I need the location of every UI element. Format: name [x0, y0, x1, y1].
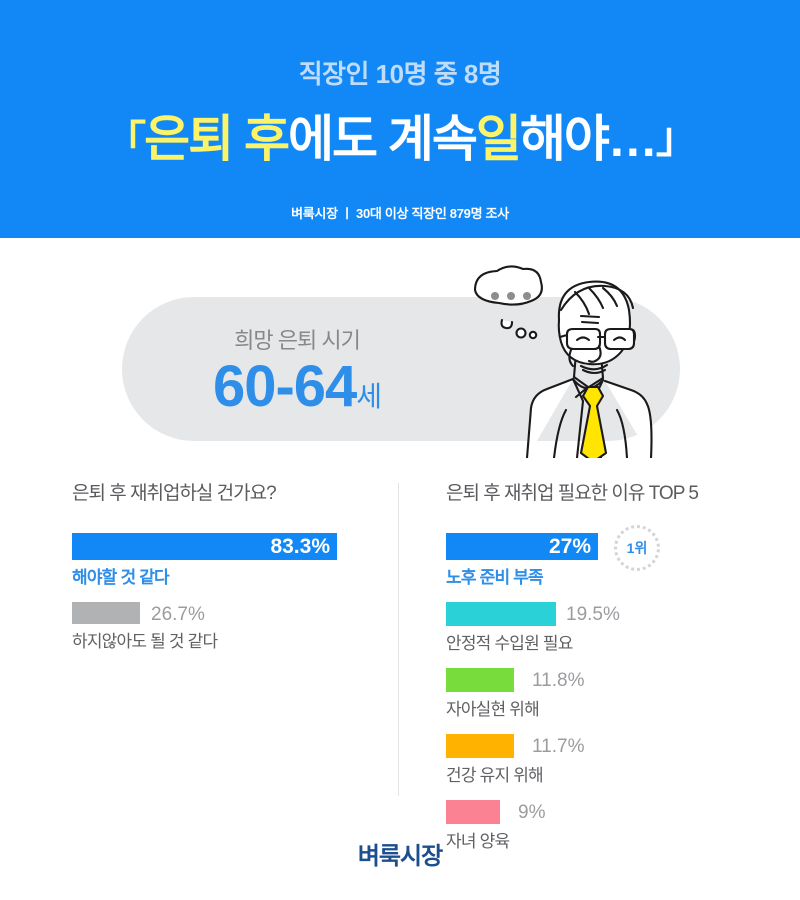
panel-divider	[398, 483, 399, 796]
chart-panel-reasons: 은퇴 후 재취업 필요한 이유 TOP 5 27% 1위 노후 준비 부족 19…	[446, 478, 756, 866]
bar-row: 27% 1위 노후 준비 부족	[446, 525, 756, 588]
bar-label: 하지않아도 될 것 같다	[72, 632, 218, 651]
headline-part-3: 일	[475, 111, 522, 167]
bar-value: 11.8%	[532, 670, 585, 691]
hero-value: 60-64	[212, 354, 357, 419]
bar-list-left: 83.3% 해야할 것 같다 26.7% 하지않아도 될 것 같다	[72, 533, 372, 652]
bar-row: 83.3% 해야할 것 같다	[72, 533, 372, 588]
bar-row: 26.7% 하지않아도 될 것 같다	[72, 602, 372, 652]
bar-fill	[446, 734, 514, 758]
bar-value: 26.7%	[151, 604, 205, 625]
header-headline: 「은퇴 후 에도 계속 일 해야…」	[104, 99, 698, 171]
hero-unit: 세	[356, 381, 382, 412]
bar-row: 11.8% 자아실현 위해	[446, 668, 756, 720]
bar-row: 19.5% 안정적 수입원 필요	[446, 602, 756, 654]
bar-label: 자녀 양육	[446, 832, 510, 851]
bar-row: 11.7% 건강 유지 위해	[446, 734, 756, 786]
bar-fill: 27%	[446, 533, 598, 560]
bar-fill	[446, 602, 556, 626]
hero-value-group: 60-64세	[122, 353, 472, 420]
businessman-illustration	[455, 258, 685, 464]
bar-value: 27%	[548, 534, 591, 558]
rank-badge: 1위	[614, 525, 660, 571]
bar-value: 19.5%	[566, 604, 620, 625]
header-kicker: 직장인 10명 중 8명	[298, 59, 502, 89]
bar-label: 자아실현 위해	[446, 700, 540, 719]
bracket-open-icon: 「	[104, 118, 146, 165]
bracket-close-icon: 」	[655, 114, 698, 161]
chart-title-right: 은퇴 후 재취업 필요한 이유 TOP 5	[446, 483, 699, 504]
headline-part-4: 해야…	[519, 111, 658, 167]
bar-fill	[446, 668, 514, 692]
bar-list-right: 27% 1위 노후 준비 부족 19.5% 안정적 수입원 필요 11.8% 자…	[446, 525, 756, 852]
bar-label: 해야할 것 같다	[72, 568, 170, 587]
bar-fill: 83.3%	[72, 533, 337, 560]
chart-panel-reemployment: 은퇴 후 재취업하실 건가요? 83.3% 해야할 것 같다 26.7% 하지않…	[72, 478, 372, 666]
hero-label: 희망 은퇴 시기	[234, 328, 361, 353]
survey-source: 벼룩시장 ㅣ 30대 이상 직장인 879명 조사	[291, 206, 509, 221]
bar-value: 11.7%	[532, 736, 585, 757]
bar-fill	[446, 800, 500, 824]
chart-title-left: 은퇴 후 재취업하실 건가요?	[72, 483, 277, 504]
header-banner: 직장인 10명 중 8명 「은퇴 후 에도 계속 일 해야…」 벼룩시장 ㅣ 30대…	[0, 0, 800, 238]
headline-part-2: 에도 계속	[288, 111, 478, 167]
bar-label: 건강 유지 위해	[446, 766, 544, 785]
bar-label: 노후 준비 부족	[446, 568, 544, 587]
bar-label: 안정적 수입원 필요	[446, 634, 573, 653]
bar-value: 83.3%	[270, 534, 330, 558]
bar-fill	[72, 602, 140, 624]
bar-value: 9%	[518, 802, 546, 823]
footer-logo: 벼룩시장	[357, 843, 443, 870]
bar-row: 9% 자녀 양육	[446, 800, 756, 852]
headline-part-1: 은퇴 후	[144, 111, 290, 167]
